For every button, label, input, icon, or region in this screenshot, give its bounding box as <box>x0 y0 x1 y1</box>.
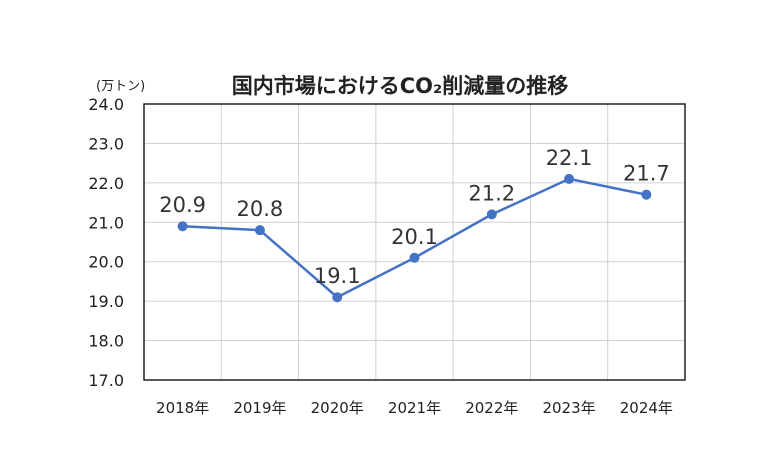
data-point <box>332 292 343 303</box>
data-point <box>177 221 188 232</box>
y-tick-label: 24.0 <box>88 95 124 114</box>
plot-frame <box>143 103 686 381</box>
data-point <box>641 189 652 200</box>
data-label: 21.7 <box>623 162 670 186</box>
y-tick-label: 20.0 <box>88 253 124 272</box>
data-labels: 20.9 20.8 19.1 20.1 21.2 22.1 21.7 <box>159 146 669 288</box>
gridlines <box>144 103 685 381</box>
data-points <box>177 173 652 303</box>
x-tick-label: 2024年 <box>620 399 673 417</box>
y-tick-label: 18.0 <box>88 332 124 351</box>
data-label: 22.1 <box>546 146 593 170</box>
x-tick-labels: 2018年 2019年 2020年 2021年 2022年 2023年 2024年 <box>156 399 673 417</box>
data-point <box>564 173 575 184</box>
x-tick-label: 2021年 <box>388 399 441 417</box>
y-tick-label: 21.0 <box>88 213 124 232</box>
x-tick-label: 2023年 <box>542 399 595 417</box>
y-tick-label: 17.0 <box>88 371 124 390</box>
data-point <box>486 209 497 220</box>
data-point <box>409 252 420 263</box>
x-tick-label: 2022年 <box>465 399 518 417</box>
data-label: 20.8 <box>237 197 284 221</box>
data-label: 20.1 <box>391 225 438 249</box>
x-tick-label: 2019年 <box>233 399 286 417</box>
y-tick-label: 23.0 <box>88 134 124 153</box>
data-point <box>254 225 265 236</box>
x-tick-label: 2018年 <box>156 399 209 417</box>
y-tick-label: 22.0 <box>88 174 124 193</box>
chart-title: 国内市場におけるCO₂削減量の推移 <box>232 74 568 98</box>
data-label: 21.2 <box>468 181 515 205</box>
data-label: 20.9 <box>159 193 206 217</box>
y-unit-label: (万トン) <box>96 79 145 94</box>
data-label: 19.1 <box>314 264 361 288</box>
x-tick-label: 2020年 <box>311 399 364 417</box>
y-tick-labels: 17.0 18.0 19.0 20.0 21.0 22.0 23.0 24.0 <box>88 95 124 390</box>
y-tick-label: 19.0 <box>88 292 124 311</box>
